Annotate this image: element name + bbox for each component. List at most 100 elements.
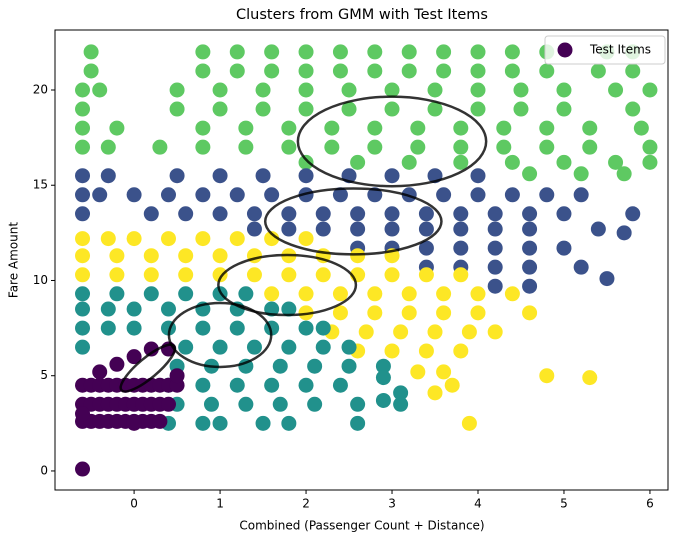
point <box>298 286 314 302</box>
point <box>608 154 624 170</box>
point <box>461 415 477 431</box>
point <box>496 120 512 136</box>
point <box>229 231 245 247</box>
point <box>281 139 297 155</box>
point <box>436 63 452 79</box>
point <box>100 139 116 155</box>
point <box>341 339 357 355</box>
point <box>470 101 486 117</box>
point <box>633 120 649 136</box>
point <box>109 267 125 283</box>
point <box>453 267 469 283</box>
point <box>453 343 469 359</box>
point <box>169 168 185 184</box>
point <box>83 44 99 60</box>
point <box>75 248 91 264</box>
point <box>453 206 469 222</box>
point <box>229 44 245 60</box>
point <box>427 82 443 98</box>
y-axis-label: Fare Amount <box>7 222 21 298</box>
x-axis-label: Combined (Passenger Count + Distance) <box>239 519 484 533</box>
point <box>642 154 658 170</box>
point <box>522 240 538 256</box>
point <box>582 139 598 155</box>
x-tick-label: 0 <box>130 497 138 511</box>
point <box>212 267 228 283</box>
point <box>195 377 211 393</box>
y-tick-label: 0 <box>40 463 48 477</box>
point <box>160 231 176 247</box>
gmm-ellipse <box>167 301 273 369</box>
point <box>152 139 168 155</box>
point <box>539 139 555 155</box>
gmm-ellipse <box>217 253 358 317</box>
point <box>212 206 228 222</box>
point <box>513 101 529 117</box>
point <box>75 82 91 98</box>
point <box>539 63 555 79</box>
x-tick-label: 3 <box>388 497 396 511</box>
point <box>384 168 400 184</box>
legend-label: Test Items <box>589 43 651 57</box>
point <box>160 301 176 317</box>
point <box>573 259 589 275</box>
point <box>556 154 572 170</box>
point <box>281 415 297 431</box>
point <box>453 154 469 170</box>
point <box>315 320 331 336</box>
point <box>92 82 108 98</box>
point <box>418 221 434 237</box>
point <box>212 101 228 117</box>
point <box>255 101 271 117</box>
point <box>281 267 297 283</box>
point <box>307 396 323 412</box>
point <box>298 320 314 336</box>
point <box>75 339 91 355</box>
point <box>75 168 91 184</box>
point <box>264 231 280 247</box>
x-tick-label: 5 <box>560 497 568 511</box>
point <box>109 286 125 302</box>
point <box>255 168 271 184</box>
point <box>436 187 452 203</box>
point <box>444 377 460 393</box>
point <box>195 139 211 155</box>
point <box>143 267 159 283</box>
point <box>427 101 443 117</box>
point <box>367 63 383 79</box>
point <box>281 120 297 136</box>
point <box>582 370 598 386</box>
point <box>100 301 116 317</box>
point <box>487 206 503 222</box>
point <box>160 187 176 203</box>
x-tick-label: 2 <box>302 497 310 511</box>
point <box>246 339 262 355</box>
point <box>315 221 331 237</box>
point <box>109 120 125 136</box>
point <box>436 305 452 321</box>
point <box>195 231 211 247</box>
point <box>195 44 211 60</box>
point <box>126 301 142 317</box>
point <box>229 187 245 203</box>
point <box>375 358 391 374</box>
chart-title: Clusters from GMM with Test Items <box>236 7 488 23</box>
point <box>298 63 314 79</box>
point <box>264 63 280 79</box>
point <box>401 286 417 302</box>
x-tick-label: 1 <box>216 497 224 511</box>
point <box>75 406 91 422</box>
point <box>100 320 116 336</box>
point <box>410 364 426 380</box>
point <box>83 63 99 79</box>
plot-area <box>75 44 658 477</box>
point <box>539 187 555 203</box>
point <box>522 206 538 222</box>
point <box>539 368 555 384</box>
y-tick-label: 5 <box>40 368 48 382</box>
point <box>229 320 245 336</box>
point <box>100 231 116 247</box>
point <box>350 221 366 237</box>
point <box>358 324 374 340</box>
point <box>169 82 185 98</box>
